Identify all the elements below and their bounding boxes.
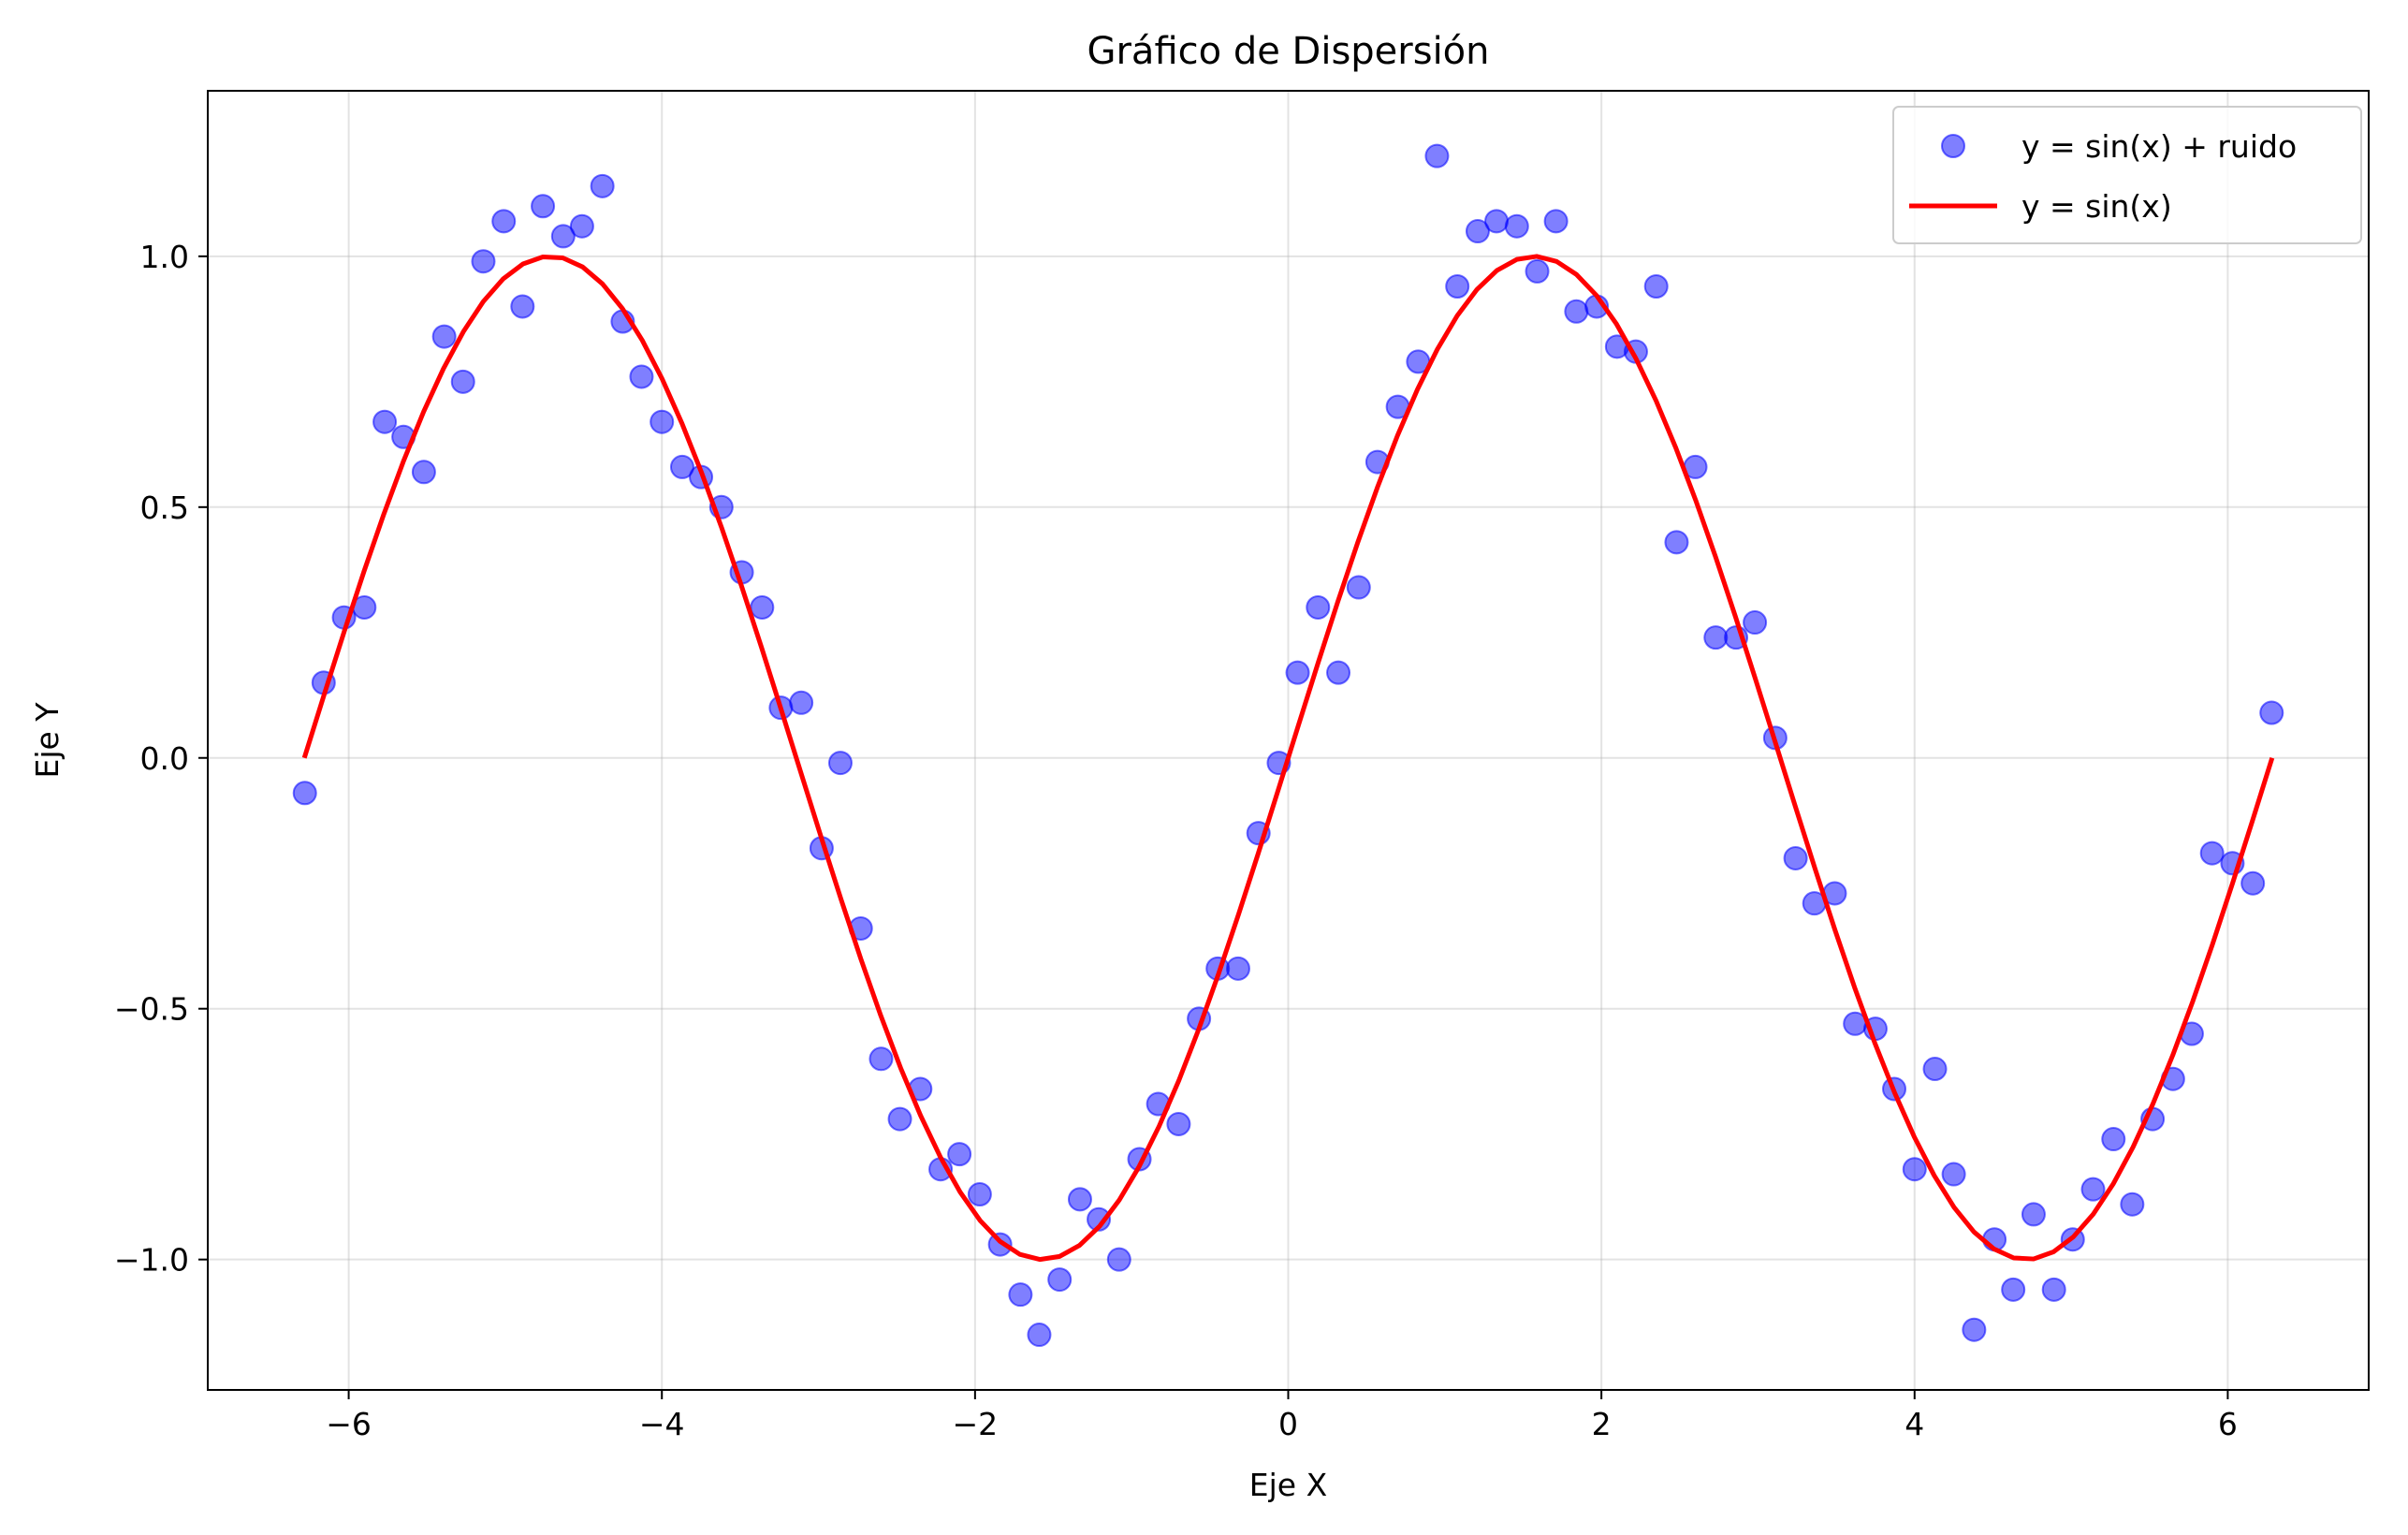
scatter-point — [1664, 530, 1689, 555]
scatter-point — [2080, 1177, 2106, 1202]
scatter-point — [510, 294, 535, 319]
line-series — [301, 254, 2275, 1263]
scatter-point — [1504, 213, 1529, 239]
scatter-point — [569, 213, 594, 239]
scatter-point — [292, 781, 317, 806]
scatter-point — [947, 1142, 972, 1167]
scatter-point — [827, 751, 853, 776]
scatter-point — [1166, 1111, 1191, 1136]
legend-line-label: y = sin(x) — [2021, 188, 2172, 225]
x-tick-label: −6 — [326, 1406, 372, 1442]
scatter-point — [750, 594, 775, 620]
x-tick-label: −2 — [953, 1406, 999, 1442]
legend-box — [1892, 106, 2362, 244]
x-axis-title: Eje X — [1249, 1467, 1327, 1503]
scatter-point — [1941, 1162, 1966, 1187]
x-tick-label: 0 — [1278, 1406, 1298, 1442]
scatter-point — [1067, 1187, 1092, 1212]
scatter-point — [1743, 610, 1768, 636]
scatter-point — [1902, 1157, 1927, 1182]
scatter-point — [1465, 219, 1490, 244]
scatter-point — [1543, 209, 1569, 234]
scatter-point — [1326, 660, 1351, 685]
scatter-point — [1564, 299, 1589, 324]
scatter-point — [2199, 841, 2225, 866]
scatter-point — [550, 224, 576, 249]
scatter-point — [1703, 625, 1729, 651]
scatter-point — [1643, 274, 1669, 300]
x-tick-label: 6 — [2218, 1406, 2238, 1442]
scatter-point — [1525, 258, 1550, 284]
scatter-point — [1962, 1317, 1987, 1342]
sine-line — [301, 254, 2275, 1263]
scatter-point — [2041, 1277, 2066, 1302]
y-tick-label: −0.5 — [114, 991, 189, 1028]
scatter-point — [1922, 1057, 1948, 1082]
scatter-point — [1424, 143, 1450, 168]
scatter-point — [1087, 1206, 1112, 1232]
scatter-point — [1225, 956, 1250, 981]
y-tick-label: 0.0 — [140, 740, 189, 777]
scatter-point — [1008, 1282, 1033, 1308]
scatter-point — [2120, 1191, 2145, 1217]
legend-scatter-marker — [1941, 134, 1965, 158]
x-axis: −6 −4 −2 0 2 4 6 — [326, 1390, 2238, 1442]
scatter-point — [1445, 274, 1470, 300]
scatter-point — [1285, 660, 1310, 685]
y-axis-title: Eje Y — [29, 702, 66, 779]
scatter-point — [1047, 1267, 1073, 1293]
y-axis: −1.0 −0.5 0.0 0.5 1.0 — [114, 239, 208, 1279]
scatter-point — [2240, 870, 2266, 896]
scatter-point — [1346, 575, 1371, 600]
scatter-point — [2259, 700, 2284, 725]
y-tick-label: −1.0 — [114, 1242, 189, 1279]
legend-scatter-label: y = sin(x) + ruido — [2021, 128, 2297, 165]
scatter-point — [789, 690, 814, 715]
y-tick-label: 0.5 — [140, 490, 189, 526]
scatter-point — [590, 173, 615, 198]
scatter-point — [2021, 1202, 2046, 1227]
scatter-point — [431, 324, 457, 349]
scatter-point — [1027, 1323, 1052, 1348]
grid — [208, 91, 2369, 1390]
scatter-point — [411, 460, 436, 485]
x-tick-label: −4 — [639, 1406, 685, 1442]
scatter-point — [1484, 209, 1510, 234]
scatter-point — [491, 209, 517, 234]
scatter-point — [887, 1106, 912, 1132]
scatter-point — [450, 369, 475, 394]
scatter-point — [1106, 1247, 1131, 1272]
x-tick-label: 4 — [1905, 1406, 1924, 1442]
chart-title: Gráfico de Dispersión — [1087, 30, 1489, 73]
x-tick-label: 2 — [1592, 1406, 1612, 1442]
scatter-point — [1306, 594, 1331, 620]
scatter-point — [531, 194, 556, 219]
scatter-point — [2001, 1277, 2026, 1302]
y-tick-label: 1.0 — [140, 239, 189, 275]
scatter-point — [967, 1181, 992, 1206]
scatter-point — [2101, 1127, 2126, 1152]
scatter-point — [669, 454, 694, 479]
scatter-point — [629, 364, 654, 389]
legend: y = sin(x) + ruido y = sin(x) — [1892, 106, 2362, 244]
scatter-point — [471, 249, 496, 274]
scatter-point — [649, 409, 675, 434]
scatter-point — [372, 409, 398, 434]
scatter-point — [868, 1046, 894, 1072]
scatter-point — [1783, 845, 1808, 870]
